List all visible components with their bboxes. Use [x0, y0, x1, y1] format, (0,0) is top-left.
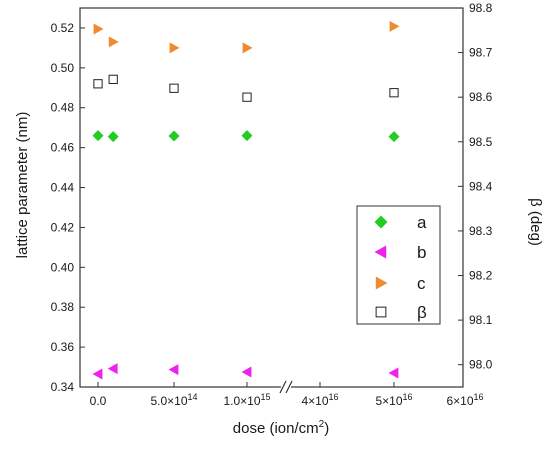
data-point-c — [169, 42, 180, 54]
data-point-beta — [389, 88, 399, 98]
y-right-tick-label: 98.8 — [469, 1, 493, 15]
y-left-tick-label: 0.52 — [51, 21, 75, 35]
data-point-b — [241, 366, 252, 378]
plot-border — [79, 7, 464, 388]
data-point-beta — [108, 74, 118, 84]
y-left-tick-label: 0.50 — [51, 61, 75, 75]
data-point-a — [388, 131, 400, 143]
y-left-tick-label: 0.48 — [51, 101, 75, 115]
x-axis-break — [279, 380, 293, 394]
data-point-a — [107, 131, 119, 143]
y-left-tick-label: 0.34 — [51, 380, 75, 394]
y-left-tick-label: 0.46 — [51, 141, 75, 155]
x-tick-label: 4×1016 — [301, 392, 338, 408]
data-markers — [92, 20, 400, 380]
x-tick-label: 5×1016 — [375, 392, 412, 408]
legend-marker-b — [374, 245, 387, 259]
y-right-tick-label: 98.1 — [469, 313, 493, 327]
y-right-tick-label: 98.0 — [469, 358, 493, 372]
data-point-beta — [242, 92, 252, 102]
x-axis-ticks: 0.0 5.0×1014 1.0×1015 4×1016 5×1016 6×1016 — [90, 382, 484, 408]
data-point-b — [92, 368, 103, 380]
data-point-a — [168, 130, 180, 142]
break-slash — [279, 380, 287, 394]
legend-box — [356, 205, 441, 325]
plot-frame — [79, 7, 464, 388]
y-right-tick-label: 98.7 — [469, 46, 493, 60]
data-point-c — [389, 20, 400, 32]
legend-label-a: a — [417, 213, 427, 232]
y-left-tick-label: 0.38 — [51, 300, 75, 314]
data-point-c — [242, 42, 253, 54]
y-left-axis-title: lattice parameter (nm) — [14, 112, 31, 259]
y-right-tick-label: 98.2 — [469, 269, 493, 283]
y-right-tick-label: 98.6 — [469, 90, 493, 104]
y-left-axis-ticks: 0.34 0.36 0.38 0.40 0.42 0.44 0.46 0.48 0.50 0.52 — [51, 21, 85, 394]
legend-label-b: b — [417, 243, 426, 262]
break-gap — [281, 381, 291, 393]
y-right-axis-title: β (deg) — [527, 198, 544, 246]
y-right-tick-label: 98.4 — [469, 179, 493, 193]
y-left-tick-label: 0.40 — [51, 260, 75, 274]
break-slash — [285, 380, 293, 394]
y-right-axis-ticks: 98.0 98.1 98.2 98.3 98.4 98.5 98.6 98.7 98.8 — [458, 1, 493, 372]
data-point-beta — [169, 83, 179, 93]
y-left-tick-label: 0.42 — [51, 220, 75, 234]
legend-marker-c — [375, 276, 388, 290]
y-left-tick-label: 0.44 — [51, 181, 75, 195]
data-point-a — [92, 130, 104, 142]
data-point-a — [241, 130, 253, 142]
data-point-c — [93, 23, 104, 35]
y-right-tick-label: 98.3 — [469, 224, 493, 238]
x-axis-title: dose (ion/cm2) — [233, 419, 329, 437]
data-point-b — [168, 364, 179, 376]
data-point-b — [388, 367, 399, 379]
legend-label-c: c — [417, 274, 426, 293]
x-tick-label: 6×1016 — [446, 392, 483, 408]
data-point-c — [108, 36, 119, 48]
legend-marker-a — [374, 215, 388, 229]
x-tick-label: 5.0×1014 — [150, 392, 197, 408]
data-point-b — [107, 363, 118, 375]
x-tick-label: 0.0 — [90, 394, 107, 408]
y-right-tick-label: 98.5 — [469, 135, 493, 149]
y-left-tick-label: 0.36 — [51, 340, 75, 354]
data-point-beta — [93, 79, 103, 89]
legend-marker-beta — [375, 306, 387, 318]
legend-label-beta: β — [417, 303, 427, 322]
x-tick-label: 1.0×1015 — [223, 392, 270, 408]
